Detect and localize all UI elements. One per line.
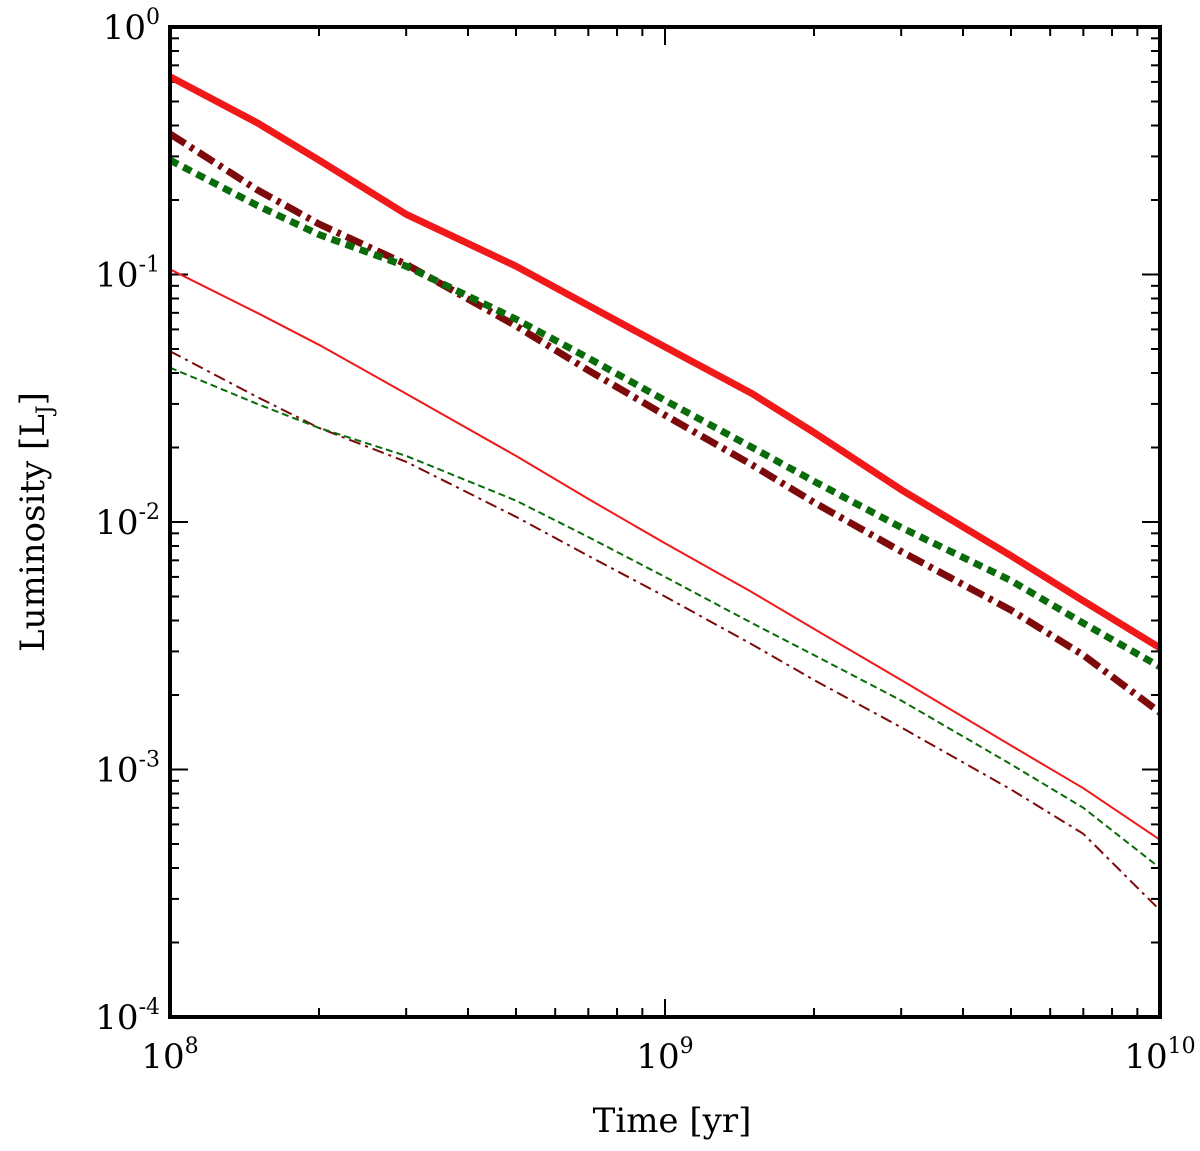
y-axis-label-text: Luminosity [L bbox=[13, 414, 53, 652]
plot-lines bbox=[168, 73, 1163, 911]
y-tick-label: 10-3 bbox=[95, 748, 160, 791]
x-axis-label: Time [yr] bbox=[593, 1101, 752, 1141]
y-tick-label: 10-2 bbox=[95, 500, 160, 543]
x-tick-label: 109 bbox=[636, 1034, 693, 1077]
series-line-thin-dashdot-darkred bbox=[169, 350, 1161, 911]
series-line-thin-solid-red bbox=[169, 268, 1161, 841]
y-tick-label: 10-4 bbox=[95, 995, 160, 1038]
y-tick-label-exponent: -2 bbox=[139, 500, 160, 525]
y-tick-label-exponent: -3 bbox=[139, 748, 160, 773]
series-line-thin-dashed-green bbox=[169, 366, 1161, 869]
series-line-thick-dashdot-darkred bbox=[168, 130, 1163, 716]
y-axis-label-close: ] bbox=[13, 392, 53, 405]
series-line-thick-dashed-green bbox=[168, 156, 1162, 670]
x-tick-label-exponent: 10 bbox=[1168, 1034, 1196, 1059]
y-tick-label-base: 10 bbox=[95, 751, 138, 791]
minor-ticks bbox=[170, 27, 1160, 1017]
x-tick-label-base: 10 bbox=[1124, 1037, 1167, 1077]
y-tick-label-base: 10 bbox=[95, 998, 138, 1038]
y-tick-label-exponent: 0 bbox=[146, 5, 160, 30]
y-tick-label-exponent: -1 bbox=[139, 253, 160, 278]
x-tick-labels: 108 109 1010 bbox=[141, 1034, 1195, 1077]
x-tick-label: 108 bbox=[141, 1034, 198, 1077]
y-tick-label: 100 bbox=[103, 5, 160, 48]
y-tick-label: 10-1 bbox=[95, 253, 160, 296]
major-ticks bbox=[169, 26, 1161, 1018]
x-tick-label-base: 10 bbox=[636, 1037, 679, 1077]
series-line-thick-solid-red bbox=[168, 73, 1162, 651]
y-axis-label-subscript: J bbox=[33, 405, 58, 416]
x-tick-label: 1010 bbox=[1124, 1034, 1195, 1077]
y-axis-label: Luminosity [LJ] bbox=[13, 392, 58, 652]
y-tick-label-base: 10 bbox=[95, 503, 138, 543]
x-tick-label-exponent: 9 bbox=[680, 1034, 694, 1059]
x-tick-label-exponent: 8 bbox=[185, 1034, 199, 1059]
x-tick-label-base: 10 bbox=[141, 1037, 184, 1077]
y-tick-label-base: 10 bbox=[103, 8, 146, 48]
y-tick-label-exponent: -4 bbox=[139, 995, 160, 1020]
y-tick-label-base: 10 bbox=[95, 256, 138, 296]
plot-frame bbox=[168, 25, 1162, 1019]
